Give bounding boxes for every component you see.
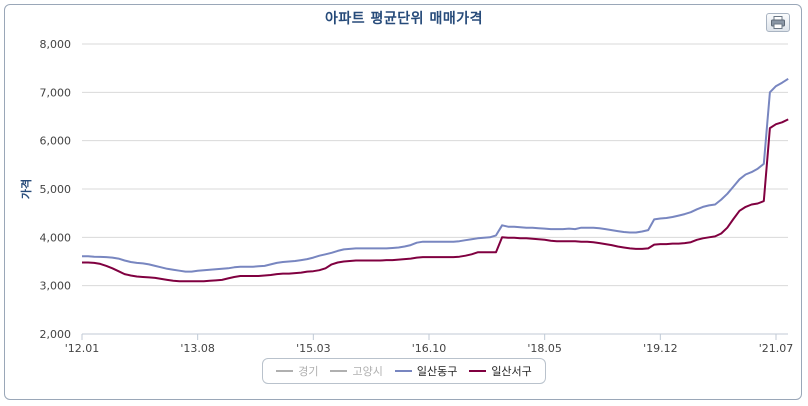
legend-item-일산서구[interactable]: 일산서구 bbox=[469, 363, 532, 379]
chart-legend: 경기 고양시 일산동구 일산서구 bbox=[262, 358, 546, 384]
x-tick-label: '19.12 bbox=[643, 342, 678, 355]
y-tick-label: 7,000 bbox=[40, 86, 72, 99]
x-tick-label: '13.08 bbox=[180, 342, 215, 355]
x-tick-label: '15.03 bbox=[296, 342, 331, 355]
legend-label: 일산서구 bbox=[491, 365, 532, 378]
series-lines bbox=[82, 77, 789, 283]
legend-label: 경기 bbox=[298, 365, 319, 378]
printer-icon bbox=[771, 16, 785, 29]
x-tick-label: '21.07 bbox=[759, 342, 794, 355]
y-axis-label: 가격 bbox=[19, 179, 33, 199]
y-tick-label: 3,000 bbox=[40, 280, 72, 293]
legend-swatch bbox=[330, 370, 348, 372]
legend-item-고양시[interactable]: 고양시 bbox=[330, 363, 383, 379]
legend-label: 일산동구 bbox=[416, 365, 458, 378]
print-button[interactable] bbox=[766, 13, 790, 32]
x-tick-label: '16.10 bbox=[412, 342, 447, 355]
legend-item-일산동구[interactable]: 일산동구 bbox=[394, 363, 458, 379]
legend-swatch bbox=[469, 370, 487, 372]
series-line-일산동구[interactable] bbox=[82, 77, 789, 273]
y-tick-label: 4,000 bbox=[40, 231, 72, 244]
y-axis-ticks: 2,000 3,000 4,000 5,000 6,000 7,000 8,000 bbox=[40, 38, 72, 341]
series-line-일산서구[interactable] bbox=[82, 118, 789, 283]
x-tick-label: '18.05 bbox=[527, 342, 562, 355]
legend-label: 고양시 bbox=[352, 365, 383, 378]
y-tick-label: 8,000 bbox=[40, 38, 72, 51]
chart-title: 아파트 평균단위 매매가격 bbox=[325, 11, 483, 27]
x-axis-ticks: '12.01 '13.08 '15.03 '16.10 '18.05 '19.12 '21.… bbox=[65, 333, 794, 355]
x-tick-label: '12.01 bbox=[65, 342, 100, 355]
y-tick-label: 6,000 bbox=[40, 135, 72, 148]
grid-lines bbox=[82, 43, 788, 335]
legend-swatch bbox=[276, 370, 294, 372]
legend-swatch bbox=[394, 370, 412, 372]
y-tick-label: 2,000 bbox=[40, 328, 72, 341]
legend-item-경기[interactable]: 경기 bbox=[276, 363, 318, 379]
y-tick-label: 5,000 bbox=[40, 183, 72, 196]
